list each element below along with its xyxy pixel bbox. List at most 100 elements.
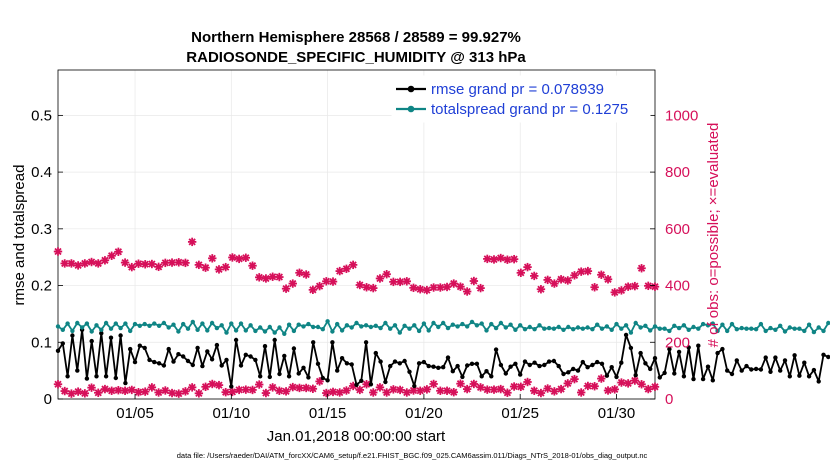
totalspread-point — [720, 322, 725, 327]
obs-evaluated-point — [369, 388, 378, 397]
totalspread-point — [648, 328, 653, 333]
obs-evaluated-point — [570, 374, 579, 384]
obs-possible-point — [489, 255, 499, 264]
totalspread-point — [378, 325, 383, 331]
right-tick-label: 800 — [665, 164, 690, 181]
rmse-point — [450, 369, 455, 374]
rmse-point — [137, 343, 142, 348]
totalspread-point — [503, 325, 508, 330]
totalspread-point — [113, 321, 119, 326]
obs-possible-point — [509, 254, 519, 264]
obs-possible-point — [248, 261, 257, 270]
obs-evaluated-point — [308, 384, 318, 393]
totalspread-point — [272, 330, 277, 335]
rmse-point — [465, 363, 470, 368]
rmse-point — [522, 359, 528, 364]
x-tick-label: 01/15 — [309, 405, 347, 422]
rmse-point — [566, 370, 571, 375]
totalspread-point — [696, 326, 701, 331]
totalspread-point — [749, 326, 754, 331]
totalspread-point — [585, 325, 590, 330]
totalspread-point — [734, 327, 739, 332]
totalspread-point — [147, 323, 152, 328]
legend-rmse-label: rmse grand pr = 0.078939 — [431, 81, 604, 98]
obs-possible-point — [563, 276, 572, 285]
rmse-point — [229, 384, 234, 389]
rmse-point — [416, 361, 422, 366]
rmse-point — [65, 374, 70, 379]
obs-evaluated-point — [322, 388, 331, 398]
obs-evaluated-point — [288, 382, 297, 392]
obs-possible-point — [335, 266, 344, 276]
rmse-point — [426, 363, 431, 369]
totalspread-point — [773, 327, 778, 332]
rmse-point — [320, 375, 325, 381]
totalspread-point — [441, 320, 446, 326]
rmse-point — [359, 378, 364, 383]
obs-possible-point — [301, 270, 311, 279]
obs-possible-point — [208, 254, 217, 263]
rmse-point — [595, 359, 600, 365]
obs-evaluated-point — [536, 388, 546, 398]
rmse-point — [455, 363, 460, 369]
totalspread-point — [546, 325, 552, 331]
right-tick-label: 0 — [665, 391, 673, 408]
obs-possible-point — [201, 263, 210, 272]
right-tick-label: 400 — [665, 278, 690, 295]
obs-evaluated-point — [650, 382, 660, 392]
totalspread-point — [551, 326, 557, 331]
right-axis-label: # of obs: o=possible; ×=evaluated — [705, 123, 722, 348]
rmse-point — [729, 371, 735, 377]
obs-possible-point — [147, 259, 157, 269]
rmse-point — [474, 361, 480, 366]
totalspread-point — [686, 327, 691, 332]
totalspread-point — [715, 328, 720, 334]
rmse-point — [821, 352, 826, 357]
x-tick-label: 01/05 — [116, 405, 154, 422]
rmse-point — [152, 359, 157, 365]
obs-evaluated-point — [422, 385, 432, 394]
rmse-point — [609, 365, 614, 370]
totalspread-point — [94, 323, 99, 328]
rmse-point — [816, 379, 821, 384]
totalspread-point — [320, 327, 325, 332]
obs-possible-point — [87, 257, 96, 267]
rmse-point — [253, 357, 258, 363]
totalspread-point — [614, 321, 619, 327]
rmse-point — [248, 354, 253, 359]
rmse-point — [445, 355, 451, 360]
obs-evaluated-point — [623, 379, 633, 388]
rmse-point — [720, 346, 725, 352]
x-tick-label: 01/20 — [405, 405, 443, 422]
totalspread-point — [623, 323, 629, 328]
obs-count-series — [53, 237, 660, 398]
data-file-footer: data file: /Users/raeder/DAI/ATM_forcXX/… — [177, 451, 648, 460]
obs-possible-point — [543, 275, 552, 285]
rmse-point — [286, 374, 292, 379]
rmse-point — [441, 365, 446, 370]
rmse-point — [128, 346, 133, 352]
rmse-point — [513, 361, 518, 366]
totalspread-point — [681, 323, 687, 328]
obs-possible-point — [134, 259, 143, 268]
obs-evaluated-point — [469, 379, 479, 389]
obs-possible-point — [295, 268, 304, 277]
rmse-point — [643, 361, 648, 366]
rmse-point — [306, 375, 311, 380]
rmse-point — [166, 346, 171, 352]
rmse-point — [753, 366, 759, 372]
obs-evaluated-point — [181, 387, 190, 396]
totalspread-point — [368, 324, 374, 330]
totalspread-point — [498, 320, 504, 326]
rmse-point — [744, 363, 749, 369]
obs-evaluated-point — [67, 389, 76, 398]
totalspread-point — [778, 323, 783, 328]
obs-possible-point — [382, 270, 391, 279]
rmse-point — [537, 363, 542, 369]
rmse-point — [272, 337, 277, 343]
totalspread-point — [826, 320, 830, 326]
totalspread-point — [335, 321, 340, 327]
obs-possible-point — [369, 283, 378, 293]
rmse-point — [195, 345, 200, 351]
totalspread-point — [768, 325, 773, 331]
